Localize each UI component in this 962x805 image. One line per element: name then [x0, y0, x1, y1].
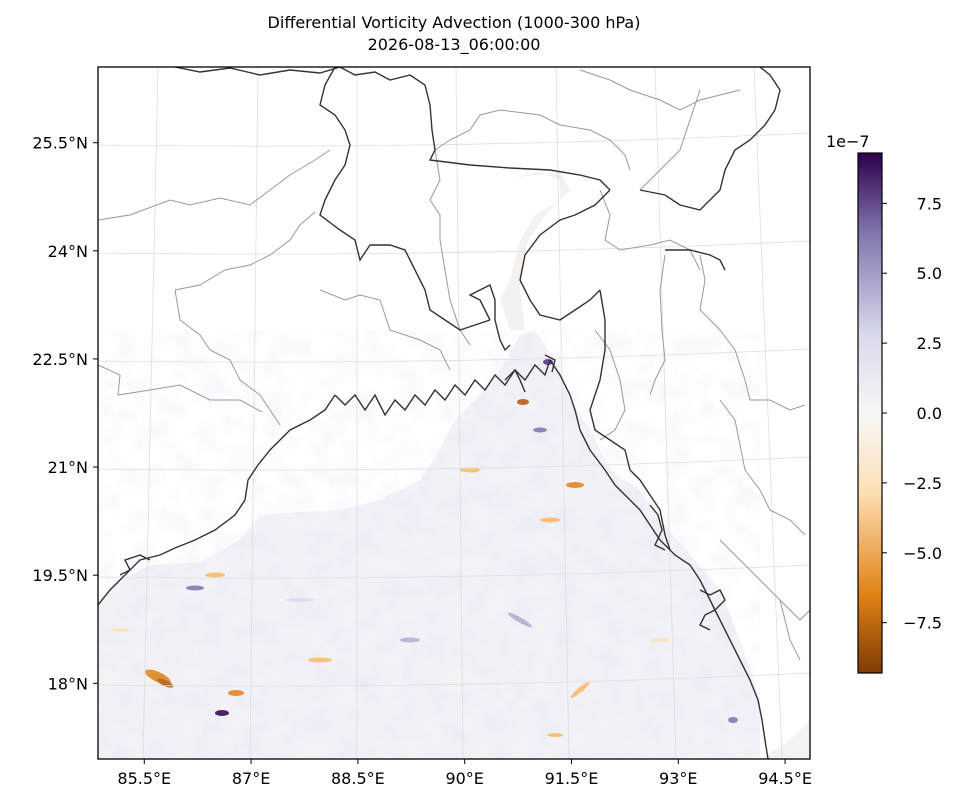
colorbar-ticks: 7.5 5.0 2.5 0.0 −2.5 −5.0 −7.5 [882, 194, 942, 633]
colorbar-tick-label: 0.0 [917, 404, 942, 423]
lon-tick-label: 85.5°E [117, 769, 171, 788]
colorbar-tick-label: −5.0 [903, 544, 942, 563]
colorbar-tick-label: 2.5 [917, 334, 942, 353]
lon-tick-label: 91.5°E [545, 769, 599, 788]
map-area [98, 67, 810, 759]
lat-tick-label: 24°N [48, 242, 88, 261]
vorticity-texture [98, 330, 760, 759]
colorbar: 1e−7 7.5 5.0 2.5 0.0 −2.5 −5.0 −7.5 [826, 132, 942, 674]
lon-tick-label: 90°E [445, 769, 483, 788]
vorticity-field-east [760, 720, 810, 759]
vorticity-features [110, 359, 738, 737]
lon-tick-label: 94.5°E [758, 769, 812, 788]
state-borders [98, 69, 810, 661]
chart-subtitle: 2026-08-13_06:00:00 [367, 35, 541, 54]
lon-tick-label: 93°E [659, 769, 697, 788]
colorbar-multiplier: 1e−7 [826, 132, 870, 151]
longitude-tick-labels: 85.5°E 87°E 88.5°E 90°E 91.5°E 93°E 94.5°E [117, 759, 812, 788]
lat-tick-label: 25.5°N [32, 134, 88, 153]
lat-tick-label: 18°N [48, 674, 88, 693]
map-frame [97, 66, 811, 760]
colorbar-gradient [858, 153, 882, 673]
lat-tick-label: 22.5°N [32, 350, 88, 369]
chart-title: Differential Vorticity Advection (1000-3… [267, 13, 641, 32]
colorbar-tick-label: −2.5 [903, 474, 942, 493]
lat-tick-label: 21°N [48, 458, 88, 477]
vorticity-field-inland [500, 172, 570, 330]
latitude-tick-labels: 25.5°N 24°N 22.5°N 21°N 19.5°N 18°N [32, 134, 98, 693]
gridlines [98, 67, 810, 759]
colorbar-tick-label: −7.5 [903, 614, 942, 633]
lat-tick-label: 19.5°N [32, 566, 88, 585]
lon-tick-label: 87°E [232, 769, 270, 788]
coastline [98, 67, 781, 759]
lon-tick-label: 88.5°E [331, 769, 385, 788]
colorbar-tick-label: 7.5 [917, 194, 942, 213]
colorbar-tick-label: 5.0 [917, 264, 942, 283]
